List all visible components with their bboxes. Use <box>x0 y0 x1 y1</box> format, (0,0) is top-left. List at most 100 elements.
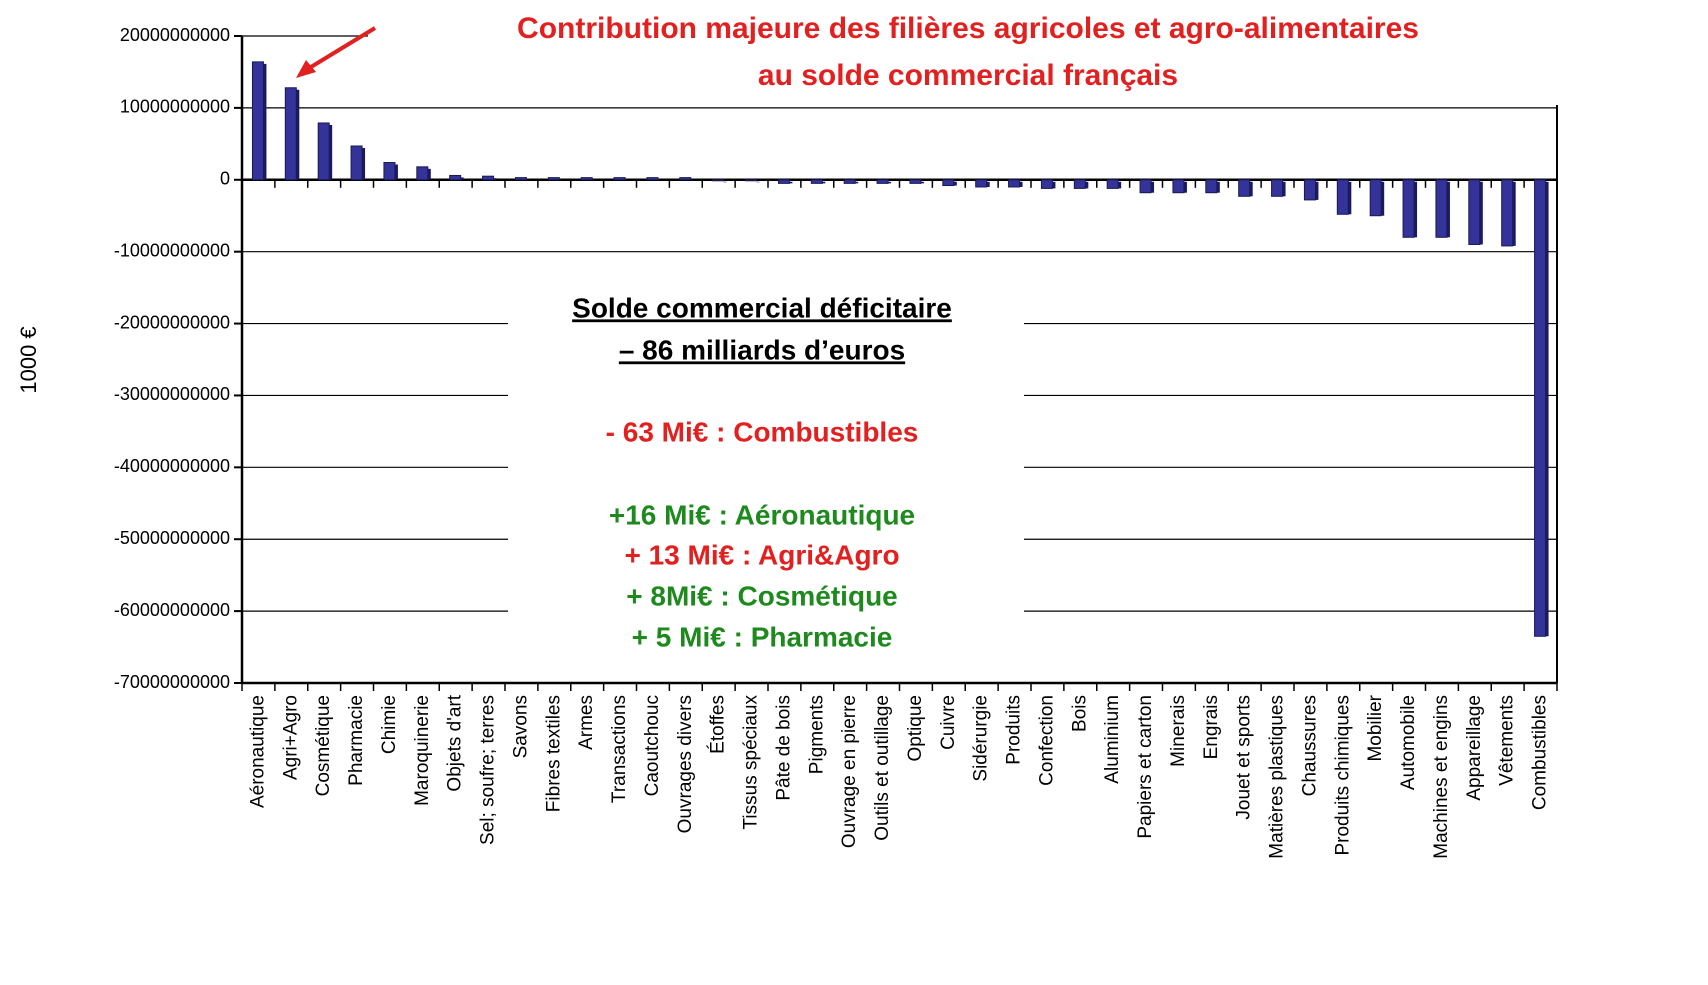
x-tick-label: Agri+Agro <box>280 695 301 780</box>
y-tick-label: -20000000000 <box>114 312 230 332</box>
bar <box>1238 179 1251 197</box>
annotation: + 13 Mi€ : Agri&Agro <box>624 539 899 570</box>
annotation: Solde commercial déficitaire <box>572 292 952 323</box>
y-tick-label: -30000000000 <box>114 384 230 404</box>
bar-side <box>920 181 924 184</box>
x-tick-label: Jouet et sports <box>1234 695 1255 820</box>
x-tick-label: Aluminium <box>1102 695 1123 784</box>
bar-side <box>329 124 333 180</box>
bar <box>1205 179 1218 194</box>
bar <box>416 166 429 181</box>
bar-side <box>1183 181 1187 193</box>
bar-side <box>888 181 892 184</box>
bar-side <box>1512 181 1516 246</box>
bar <box>1369 179 1382 217</box>
x-tick-label: Caoutchouc <box>642 695 663 796</box>
arrow-line <box>304 26 377 72</box>
bar <box>1106 179 1119 189</box>
bar-side <box>1052 181 1056 189</box>
x-tick-label: Papiers et carton <box>1135 695 1156 839</box>
x-tick-label: Cuivre <box>938 695 959 750</box>
bar <box>942 179 955 187</box>
x-tick-label: Machines et engins <box>1431 695 1452 859</box>
bar-side <box>427 168 431 180</box>
bar <box>482 175 495 181</box>
x-tick-label: Chaussures <box>1299 695 1320 796</box>
annotation: + 5 Mi€ : Pharmacie <box>632 621 893 652</box>
bar <box>876 179 889 184</box>
bar-side <box>1151 181 1155 193</box>
x-tick-label: Fibres textiles <box>543 695 564 812</box>
bar-side <box>1446 181 1450 238</box>
x-tick-label: Chimie <box>379 695 400 754</box>
bar <box>1008 179 1021 188</box>
bar-side <box>394 164 398 180</box>
x-tick-label: Produits chimiques <box>1332 695 1353 856</box>
bar <box>251 61 264 181</box>
bar <box>1139 179 1152 194</box>
bar <box>383 162 396 181</box>
text-box <box>508 262 1024 667</box>
bar-side <box>1315 181 1319 200</box>
x-tick-label: Transactions <box>609 695 630 803</box>
annotation: +16 Mi€ : Aéronautique <box>609 499 915 530</box>
x-tick-label: Étoffes <box>708 695 729 754</box>
x-tick-label: Minerais <box>1168 695 1189 767</box>
bar-side <box>1085 181 1089 189</box>
x-tick-label: Optique <box>905 695 926 762</box>
x-tick-label: Vêtements <box>1497 695 1518 786</box>
bar-side <box>690 179 694 181</box>
x-tick-label: Automobile <box>1398 695 1419 790</box>
chart-title: au solde commercial français <box>758 59 1178 92</box>
bar-side <box>263 63 267 180</box>
y-tick-label: -10000000000 <box>114 240 230 260</box>
bar <box>284 87 297 181</box>
bar-side <box>756 181 760 183</box>
annotation: - 63 Mi€ : Combustibles <box>606 416 919 447</box>
bar <box>1073 179 1086 189</box>
bar-side <box>953 181 957 186</box>
y-tick-label: 0 <box>220 169 230 189</box>
bar <box>1271 179 1284 197</box>
bar-side <box>789 181 793 184</box>
bar <box>613 177 626 181</box>
bar-side <box>559 179 563 181</box>
bar-side <box>625 179 629 181</box>
bar <box>1336 179 1349 215</box>
y-tick-label: -40000000000 <box>114 456 230 476</box>
bar <box>580 177 593 181</box>
bar <box>1501 179 1514 247</box>
annotation: – 86 milliards d’euros <box>619 334 905 365</box>
x-tick-label: Savons <box>510 695 531 758</box>
bar <box>547 177 560 181</box>
bar-side <box>1216 181 1220 193</box>
x-tick-label: Pigments <box>806 695 827 774</box>
bar <box>810 179 823 184</box>
annotation: + 8Mi€ : Cosmétique <box>626 580 898 611</box>
bar-side <box>657 179 661 181</box>
bar <box>317 122 330 181</box>
x-tick-label: Ouvrage en pierre <box>839 695 860 848</box>
x-tick-label: Produits <box>1004 695 1025 765</box>
bar-side <box>986 181 990 187</box>
y-axis-label: 1000 € <box>16 326 41 393</box>
arrow-head <box>296 60 316 78</box>
bar <box>909 179 922 184</box>
bar <box>1534 179 1547 637</box>
y-tick-label: 20000000000 <box>120 25 230 45</box>
x-tick-label: Aéronautique <box>247 695 268 808</box>
chart-title: Contribution majeure des filières agrico… <box>517 12 1419 45</box>
bar <box>712 179 725 182</box>
y-tick-label: 10000000000 <box>120 97 230 117</box>
bar-side <box>1019 181 1023 187</box>
bar <box>1172 179 1185 194</box>
x-tick-label: Pharmacie <box>346 695 367 786</box>
bar <box>679 177 692 181</box>
bar-side <box>460 177 464 180</box>
x-tick-label: Combustibles <box>1530 695 1551 810</box>
bar <box>1468 179 1481 245</box>
bar-side <box>723 181 727 183</box>
y-tick-label: -50000000000 <box>114 528 230 548</box>
x-tick-label: Confection <box>1036 695 1057 786</box>
bar-side <box>1414 181 1418 238</box>
